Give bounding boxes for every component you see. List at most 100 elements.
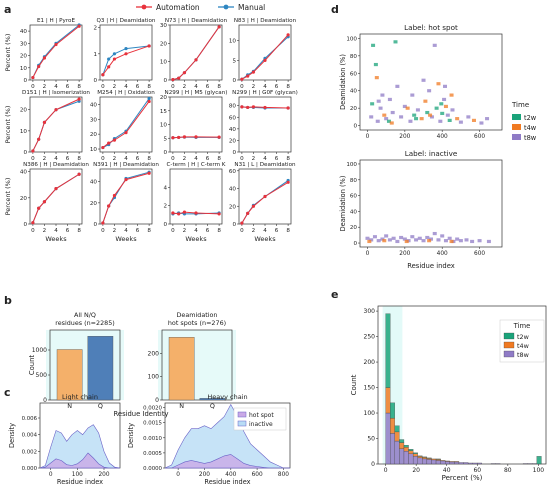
automation-point: [147, 171, 151, 175]
subplot-a-4: D151 | H | Isomerization 0 10 20 0 2 4 6 8 Percen…: [4, 90, 90, 162]
subplot-a-5: M254 | H | Oxidation 10 20 30 40 0 2 4 6 8: [90, 90, 155, 162]
scatter-point-t8w: [415, 108, 420, 112]
automation-point: [246, 105, 250, 110]
subplot-d-0-ytick-label: 60: [350, 71, 358, 77]
automation-point: [112, 193, 117, 198]
automation-point: [42, 120, 47, 124]
subplot-a-7-xtick-label: 4: [263, 156, 267, 162]
subplot-a-2-ytick-label: 20: [160, 41, 168, 47]
subplot-a-0-xtick-label: 4: [54, 84, 58, 90]
automation-point: [112, 138, 117, 142]
hist-bar-t8w: [440, 460, 446, 465]
inactive-density-area: [39, 424, 121, 469]
hist-bar-t8w: [408, 453, 414, 465]
scatter-point-t8w: [458, 120, 463, 124]
subplot-c-title: Heavy chain: [207, 393, 247, 401]
subplot-a-8: N386 | H | Deamidation 0 20 40 0 2 4 6 8 Percent …: [4, 162, 89, 243]
subplot-c-1-ytick-label: 0.0020: [143, 406, 162, 412]
legend-label-t8w: t8w: [524, 134, 537, 142]
subplot-c-1-ytick-label: 0.0015: [143, 421, 162, 427]
subplot-a-3-xtick-label: 8: [286, 84, 290, 90]
subplot-a-1-xtick-label: 8: [147, 84, 151, 90]
subplot-a-0-ytick-label: 0: [23, 78, 27, 84]
scatter-point-t4w: [443, 104, 448, 109]
subplot-a-6-xtick-label: 8: [217, 156, 221, 162]
hist-bar-t8w: [527, 463, 533, 465]
scatter-point-t8w: [425, 235, 430, 240]
automation-point: [31, 75, 35, 80]
subplot-a-title: C-term | H | C-term K: [167, 162, 226, 168]
subplot-a-5-xtick-label: 4: [124, 156, 128, 162]
subplot-a-3: N83 | H | Deamidation 0 5 10 0 2 4 6 8: [229, 18, 297, 90]
subplot-c-0-xtick-label: 0: [49, 472, 53, 478]
subplot-b-0-ytick-label: 1000: [32, 347, 47, 354]
scatter-point-t2w: [434, 106, 439, 110]
automation-point: [101, 73, 105, 77]
legend-label-0: hot spot: [249, 412, 274, 419]
hist-bar-t4w: [412, 453, 418, 457]
scatter-point-t8w: [387, 238, 392, 242]
panel-e-ytick-label: 200: [364, 359, 376, 366]
subplot-a-9-xtick-label: 0: [101, 228, 105, 234]
panel-label-b: b: [4, 294, 12, 307]
scatter-point-t4w: [428, 113, 433, 117]
scatter-point-t8w: [387, 97, 392, 102]
legend-label-t2w: t2w: [524, 114, 537, 122]
manual-series-line: [102, 98, 150, 148]
subplot-a-0-ytick-label: 40: [20, 29, 28, 35]
subplot-a-3-xtick-label: 0: [240, 84, 244, 90]
legend-swatch-t4w: [512, 124, 521, 130]
subplot-a-5-xtick-label: 2: [113, 156, 117, 162]
subplot-a-title: N31 | L | Deamidation: [234, 162, 296, 168]
scatter-point-t8w: [442, 97, 447, 102]
automation-point: [263, 105, 267, 110]
automation-point: [37, 137, 41, 141]
panel-e-xtick-label: 0: [384, 467, 388, 474]
subplot-d-0-ytick-label: 40: [350, 89, 358, 95]
hist-bar-t4w: [454, 461, 460, 463]
subplot-a-8-xtick-label: 2: [43, 228, 47, 234]
automation-point: [182, 210, 187, 214]
automation-point: [101, 221, 105, 225]
automation-point: [246, 211, 250, 215]
panel-a-legend: Automation Manual: [136, 3, 265, 12]
scatter-point-t4w: [382, 113, 387, 117]
hist-bar-t8w: [463, 462, 469, 465]
subplot-a-title: Q3 | H | Deamidation: [97, 18, 156, 24]
subplot-d-1-ytick-label: 0: [353, 241, 357, 247]
subplot-d-ylabel: Deamidation (%): [339, 176, 347, 232]
panel-label-d: d: [331, 3, 339, 16]
subplot-a-1-xtick-label: 6: [136, 84, 140, 90]
subplot-a-0-xtick-label: 8: [77, 84, 81, 90]
hist-bar-t8w: [532, 463, 537, 465]
hist-bar-t2w: [390, 402, 395, 419]
scatter-point-t8w: [417, 236, 422, 240]
subplot-a-7-xtick-label: 2: [252, 156, 256, 162]
subplot-c-0-xtick-label: 200: [98, 472, 109, 478]
automation-point: [251, 105, 256, 109]
subplot-c-1-ytick-label: 0.0000: [143, 466, 162, 472]
scatter-point-t8w: [443, 239, 448, 243]
subplot-a-2-xtick-label: 0: [171, 84, 175, 90]
hist-bar-t8w: [399, 448, 405, 465]
hist-bar-t4w: [426, 458, 432, 460]
automation-point: [124, 131, 128, 135]
subplot-a-10: C-term | H | C-term K 0 2 4 0 2 4 6 8 Weeks: [163, 162, 225, 243]
automation-point: [194, 135, 198, 139]
hist-bar-t4w: [385, 387, 391, 414]
subplot-a-6-ytick-label: 20: [160, 95, 168, 101]
hist-bar-t4w: [449, 461, 455, 463]
automation-point: [107, 141, 111, 145]
subplot-a-0-xtick-label: 2: [43, 84, 47, 90]
legend-label-0: Automation: [156, 3, 200, 12]
hist-bar-t8w: [426, 459, 432, 465]
scatter-point-t8w: [421, 239, 426, 243]
subplot-c-1-xtick-label: 800: [278, 472, 289, 478]
automation-point: [171, 78, 175, 82]
scatter-point-t8w: [408, 119, 413, 123]
subplot-d-0-xtick-label: 600: [474, 134, 485, 140]
hist-bar-t8w: [490, 463, 496, 465]
manual-series-line: [102, 45, 150, 75]
automation-point: [31, 149, 35, 153]
